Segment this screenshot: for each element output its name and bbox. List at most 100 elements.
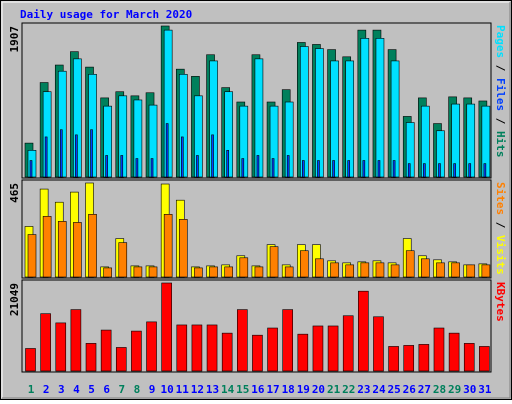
bar xyxy=(418,344,430,372)
bar xyxy=(194,267,203,278)
x-tick-label: 27 xyxy=(418,383,431,396)
x-tick-label: 12 xyxy=(191,383,204,396)
x-tick-label: 22 xyxy=(342,383,355,396)
bar xyxy=(327,325,339,372)
bar xyxy=(317,160,320,178)
x-tick-label: 24 xyxy=(372,383,386,396)
chart-title: Daily usage for March 2020 xyxy=(20,8,192,21)
bevel xyxy=(1,1,510,398)
bar xyxy=(403,345,415,372)
x-tick-label: 11 xyxy=(176,383,190,396)
legend: Sites / Visits xyxy=(494,182,507,275)
legend-separator: / xyxy=(494,58,507,78)
bar xyxy=(226,150,229,178)
bar xyxy=(302,160,305,178)
bar xyxy=(135,158,139,178)
bar xyxy=(332,160,335,178)
bar xyxy=(254,266,264,278)
x-tick-label: 30 xyxy=(463,383,476,396)
bar xyxy=(55,322,67,372)
bar xyxy=(421,258,430,278)
x-tick-label: 25 xyxy=(387,383,400,396)
legend: Pages / Files / Hits xyxy=(494,25,507,158)
bar xyxy=(88,214,97,278)
bar xyxy=(360,262,370,278)
legend-entry: Files xyxy=(494,78,507,111)
bar xyxy=(161,282,172,372)
bar xyxy=(100,329,112,372)
x-tick-label: 29 xyxy=(448,383,461,396)
bar xyxy=(131,330,142,372)
bar xyxy=(362,160,366,178)
bar xyxy=(451,262,460,278)
x-tick-label: 16 xyxy=(251,383,265,396)
bar xyxy=(315,48,324,178)
bar xyxy=(284,266,294,278)
bar xyxy=(377,160,381,178)
bar xyxy=(297,333,309,372)
bar xyxy=(330,60,339,178)
x-tick-label: 20 xyxy=(312,383,325,396)
bevel xyxy=(2,2,511,399)
bar xyxy=(42,216,52,278)
x-tick-label: 18 xyxy=(282,383,295,396)
bar xyxy=(375,38,385,178)
x-tick-label: 19 xyxy=(297,383,310,396)
bar xyxy=(438,163,441,178)
legend-entry: Pages xyxy=(494,25,507,58)
bar xyxy=(75,134,78,178)
bar xyxy=(453,163,456,178)
legend-entry: Visits xyxy=(494,235,507,275)
bar xyxy=(375,262,385,278)
bar xyxy=(358,290,369,372)
bar xyxy=(373,316,384,372)
bar xyxy=(163,214,173,278)
legend-entry: Hits xyxy=(494,131,507,158)
bar xyxy=(330,262,339,278)
bar xyxy=(448,332,460,372)
bar xyxy=(390,264,400,278)
y-tick-label: 1907 xyxy=(8,26,21,53)
bar xyxy=(103,267,112,278)
bar xyxy=(146,321,157,372)
x-tick-label: 9 xyxy=(149,383,156,396)
bar xyxy=(150,158,154,178)
x-tick-label: 14 xyxy=(221,383,235,396)
y-tick-label: 465 xyxy=(8,183,21,203)
bar xyxy=(118,242,128,278)
bar xyxy=(85,343,97,372)
bar xyxy=(70,309,82,372)
bar xyxy=(436,262,445,278)
bar xyxy=(29,160,33,178)
bar xyxy=(133,266,143,278)
bar xyxy=(345,264,355,278)
bar xyxy=(120,155,124,178)
bar xyxy=(269,246,279,278)
bar xyxy=(282,309,293,372)
bar xyxy=(105,155,108,178)
bar xyxy=(90,129,93,178)
bar xyxy=(73,222,82,278)
bar xyxy=(479,346,490,372)
bar xyxy=(224,266,233,278)
bar xyxy=(211,134,214,178)
bar xyxy=(115,347,127,372)
bar xyxy=(59,129,63,178)
bar xyxy=(345,60,355,178)
bar xyxy=(342,315,354,372)
x-tick-label: 17 xyxy=(266,383,279,396)
bar xyxy=(463,343,475,372)
x-tick-label: 28 xyxy=(433,383,446,396)
x-tick-label: 15 xyxy=(236,383,249,396)
bar xyxy=(196,155,199,178)
bar xyxy=(300,250,309,278)
x-tick-label: 26 xyxy=(403,383,417,396)
bar xyxy=(206,324,218,372)
bar xyxy=(407,163,411,178)
bar xyxy=(300,46,309,178)
bar xyxy=(468,163,472,178)
bar xyxy=(237,309,248,372)
x-tick-label: 8 xyxy=(134,383,141,396)
legend-entry: Sites xyxy=(494,182,507,215)
